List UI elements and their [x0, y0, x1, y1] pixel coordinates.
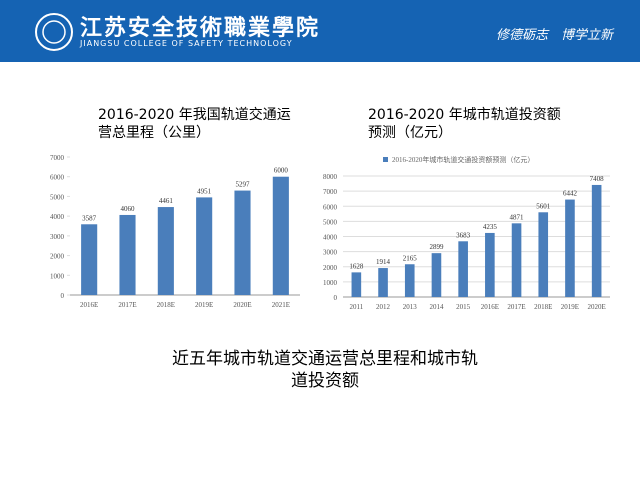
y-tick-label: 0 — [334, 294, 338, 302]
x-tick-label: 2017E — [507, 303, 525, 311]
legend-swatch — [383, 157, 388, 162]
x-tick-label: 2016E — [481, 303, 499, 311]
x-tick-label: 2011 — [349, 303, 363, 311]
y-tick-label: 1000 — [323, 279, 338, 287]
bar — [591, 184, 602, 297]
chart: 0 1000 2000 3000 4000 5000 6000 7000 8000 2016-20… — [323, 155, 610, 311]
x-tick-label: 2015 — [456, 303, 471, 311]
school-name-en: JIANGSU COLLEGE OF SAFETY TECHNOLOGY — [80, 39, 293, 48]
bar — [81, 224, 98, 295]
bar — [458, 241, 468, 297]
caption: 近五年城市轨道交通运营总里程和城市轨道投资额 — [172, 349, 478, 391]
y-tick-label: 6000 — [323, 203, 338, 211]
x-tick-label: 2012 — [376, 303, 391, 311]
x-tick-label: 2020E — [588, 303, 606, 311]
y-tick-label: 4000 — [50, 213, 65, 221]
legend-label: 2016-2020年城市轨道交通投资额预测（亿元） — [392, 155, 534, 164]
y-tick-label: 7000 — [50, 154, 65, 162]
y-tick-label: 7000 — [323, 188, 338, 196]
value-label: 4461 — [159, 197, 174, 205]
bar — [404, 264, 415, 297]
x-tick-label: 2014 — [429, 303, 444, 311]
y-tick-label: 2000 — [323, 264, 338, 272]
y-tick-label: 3000 — [50, 233, 65, 241]
bar — [351, 272, 362, 297]
value-label: 1914 — [376, 258, 391, 266]
bar — [565, 199, 575, 297]
header-bar: 江苏安全技術職業學院 JIANGSU COLLEGE OF SAFETY TEC… — [0, 0, 640, 62]
x-tick-label: 2018E — [157, 301, 175, 309]
value-label: 3683 — [456, 231, 471, 239]
y-tick-label: 0 — [61, 292, 65, 300]
bar — [511, 223, 522, 297]
bar — [272, 176, 289, 295]
chart: 0 1000 2000 3000 4000 5000 6000 7000 2016E 3587 20… — [50, 154, 300, 309]
x-tick-label: 2018E — [534, 303, 552, 311]
bar — [234, 190, 251, 295]
y-tick-label: 1000 — [50, 272, 65, 280]
value-label: 4060 — [121, 205, 136, 213]
y-tick-label: 6000 — [50, 174, 65, 182]
y-tick-label: 8000 — [323, 173, 338, 181]
x-tick-label: 2016E — [80, 301, 98, 309]
y-tick-label: 2000 — [50, 253, 65, 261]
value-label: 4235 — [483, 223, 498, 231]
y-tick-label: 3000 — [323, 249, 338, 257]
x-tick-label: 2020E — [233, 301, 251, 309]
logo — [35, 13, 73, 51]
x-tick-label: 2019E — [561, 303, 579, 311]
chart-title: 2016-2020 年城市轨道投资额预测（亿元） — [368, 107, 561, 141]
value-label: 3587 — [82, 214, 97, 222]
motto: 修德砺志 博学立新 — [496, 28, 614, 43]
y-tick-label: 4000 — [323, 234, 338, 242]
school-name: 江苏安全技術職業學院 — [80, 15, 321, 41]
x-tick-label: 2019E — [195, 301, 213, 309]
y-tick-label: 5000 — [50, 193, 65, 201]
bar — [196, 197, 213, 295]
x-tick-label: 2021E — [272, 301, 290, 309]
value-label: 5297 — [236, 181, 251, 189]
chart-title: 2016-2020 年我国轨道交通运营总里程（公里） — [98, 107, 291, 141]
bar — [431, 253, 442, 297]
value-label: 6442 — [563, 190, 578, 198]
bar — [119, 214, 136, 295]
bar — [378, 268, 388, 297]
value-label: 4951 — [197, 187, 212, 195]
value-label: 7408 — [590, 175, 605, 183]
x-tick-label: 2017E — [118, 301, 136, 309]
bar — [538, 212, 549, 297]
value-label: 2899 — [429, 243, 444, 251]
value-label: 2165 — [403, 254, 418, 262]
y-tick-label: 5000 — [323, 218, 338, 226]
value-label: 4871 — [510, 213, 525, 221]
bar — [157, 207, 174, 295]
bar — [485, 232, 495, 297]
x-tick-label: 2013 — [403, 303, 418, 311]
value-label: 1628 — [349, 262, 364, 270]
value-label: 6000 — [274, 167, 289, 175]
value-label: 5601 — [536, 202, 551, 210]
